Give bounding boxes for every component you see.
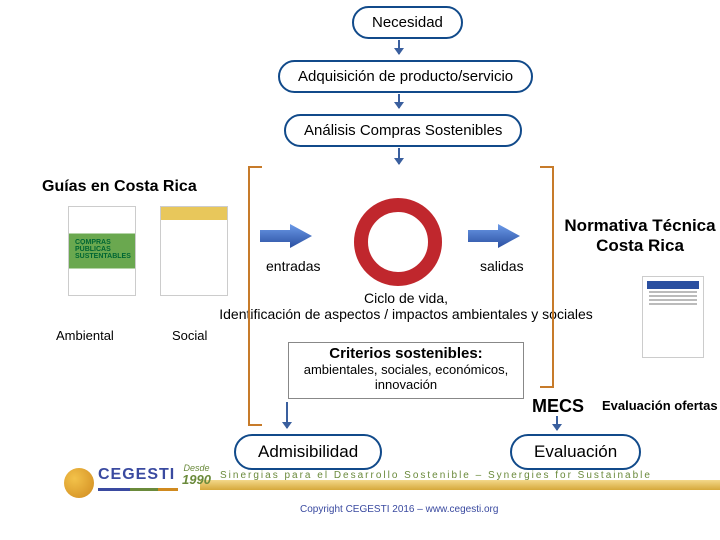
bracket-left-icon xyxy=(248,166,262,426)
arrow-right-icon xyxy=(260,224,312,248)
bracket-right-icon xyxy=(540,166,554,388)
logo-since-year: 1990 xyxy=(182,472,211,487)
footer-node-admisibilidad: Admisibilidad xyxy=(234,434,382,470)
arrow-down-icon xyxy=(398,148,400,164)
tagline: Sinergias para el Desarrollo Sostenible … xyxy=(220,470,652,481)
caption-ambiental: Ambiental xyxy=(56,328,114,343)
cycle-ring-icon xyxy=(354,198,442,286)
arrow-down-icon xyxy=(556,416,558,430)
thumbnail-ambiental: COMPRASPÚBLICASSUSTENTABLES xyxy=(68,206,136,296)
logo-text: CEGESTI xyxy=(98,466,175,484)
arrow-down-icon xyxy=(286,402,288,428)
criterios-box: Criterios sostenibles: ambientales, soci… xyxy=(288,342,524,399)
thumbnail-normativa xyxy=(642,276,704,358)
logo-bar-icon xyxy=(98,488,178,491)
flow-node-analisis: Análisis Compras Sostenibles xyxy=(284,114,522,147)
cycle-l1: Ciclo de vida, xyxy=(364,290,448,306)
logo-since: Desde 1990 xyxy=(182,464,211,486)
logo-orb-icon xyxy=(64,468,94,498)
arrow-right-icon xyxy=(468,224,520,248)
thumbnail-social xyxy=(160,206,228,296)
arrow-down-icon xyxy=(398,94,400,108)
normativa-heading: Normativa Técnica Costa Rica xyxy=(560,216,720,255)
flow-node-adquisicion: Adquisición de producto/servicio xyxy=(278,60,533,93)
label-entradas: entradas xyxy=(266,258,320,274)
guides-heading: Guías en Costa Rica xyxy=(42,178,197,196)
normativa-l1: Normativa Técnica xyxy=(564,216,715,235)
criterios-sub: ambientales, sociales, económicos, innov… xyxy=(295,362,517,392)
flow-node-necesidad: Necesidad xyxy=(352,6,463,39)
cycle-l2: Identificación de aspectos / impactos am… xyxy=(219,306,593,322)
label-mecs: MECS xyxy=(532,396,584,417)
cycle-description: Ciclo de vida, Identificación de aspecto… xyxy=(216,290,596,322)
caption-social: Social xyxy=(172,328,207,343)
footer-node-evaluacion: Evaluación xyxy=(510,434,641,470)
copyright: Copyright CEGESTI 2016 – www.cegesti.org xyxy=(300,504,498,515)
decorative-band xyxy=(200,480,720,490)
normativa-l2: Costa Rica xyxy=(596,236,684,255)
label-salidas: salidas xyxy=(480,258,524,274)
arrow-down-icon xyxy=(398,40,400,54)
logo-cegesti: CEGESTI Desde 1990 xyxy=(64,462,214,506)
criterios-title: Criterios sostenibles: xyxy=(295,345,517,362)
label-evaluacion-ofertas: Evaluación ofertas xyxy=(602,398,718,413)
